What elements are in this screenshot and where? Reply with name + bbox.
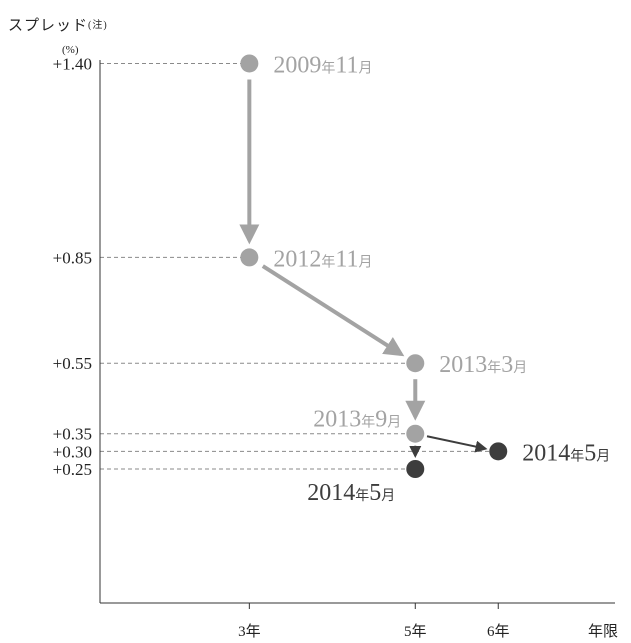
point-label-part: 月: [387, 415, 401, 431]
y-axis-unit: (%): [62, 44, 79, 56]
point-label-part: 年: [487, 360, 501, 376]
point-label-part: 月: [381, 488, 395, 504]
point-label-part: 2014: [307, 480, 355, 506]
point-3: [406, 424, 425, 443]
point-label-part: 2012: [273, 246, 321, 272]
arrows: [239, 79, 488, 458]
point-label-1: 2012年11月: [273, 246, 372, 272]
points: [240, 54, 508, 478]
point-label-2: 2013年3月: [439, 352, 527, 378]
point-label-part: 2014: [522, 440, 570, 466]
point-label-3: 2013年9月: [313, 407, 401, 433]
arrow-4: [426, 435, 488, 453]
grid-lines: [100, 62, 499, 470]
arrow-1: [261, 264, 405, 357]
point-label-part: 2009: [273, 52, 321, 78]
point-label-part: 年: [321, 254, 335, 270]
point-label-part: 月: [358, 60, 372, 76]
point-label-part: 5: [369, 480, 381, 506]
point-label-part: 年: [570, 448, 584, 464]
point-0: [240, 54, 259, 73]
point-label-part: 月: [358, 254, 372, 270]
y-tick-label: +0.85: [53, 248, 92, 267]
point-4: [406, 460, 425, 478]
y-axis-title-note: (注): [88, 20, 108, 31]
y-tick-label: +0.25: [53, 460, 92, 479]
point-label-part: 11: [335, 246, 358, 272]
point-label-part: 3: [501, 352, 513, 378]
point-1: [240, 248, 259, 267]
point-2: [406, 354, 425, 373]
point-label-part: 年: [321, 60, 335, 76]
y-axis-title: スプレッド(注): [8, 14, 108, 35]
point-label-part: 5: [584, 440, 596, 466]
x-axis-title: 年限: [588, 623, 618, 640]
y-tick-label: +0.35: [53, 425, 92, 444]
point-label-0: 2009年11月: [273, 52, 372, 78]
point-label-part: 2013: [439, 352, 487, 378]
y-tick-label: +0.30: [53, 442, 92, 461]
point-label-part: 年: [355, 488, 369, 504]
point-label-4: 2014年5月: [307, 480, 395, 506]
point-label-part: 11: [335, 52, 358, 78]
point-label-part: 月: [596, 448, 610, 464]
x-tick-label: 3年: [238, 623, 261, 640]
point-5: [489, 442, 508, 461]
point-label-part: 2013: [313, 407, 361, 433]
y-tick-label: +1.40: [53, 54, 92, 73]
x-tick-label: 6年: [487, 623, 510, 640]
y-tick-label: +0.55: [53, 354, 92, 373]
point-labels: 2009年11月2012年11月2013年3月2013年9月2014年5月201…: [273, 52, 610, 506]
point-label-5: 2014年5月: [522, 440, 610, 466]
y-axis-title-text: スプレッド: [8, 18, 89, 34]
x-tick-label: 5年: [404, 623, 427, 640]
point-label-part: 月: [513, 360, 527, 376]
point-label-part: 9: [375, 407, 387, 433]
point-label-part: 年: [361, 415, 375, 431]
